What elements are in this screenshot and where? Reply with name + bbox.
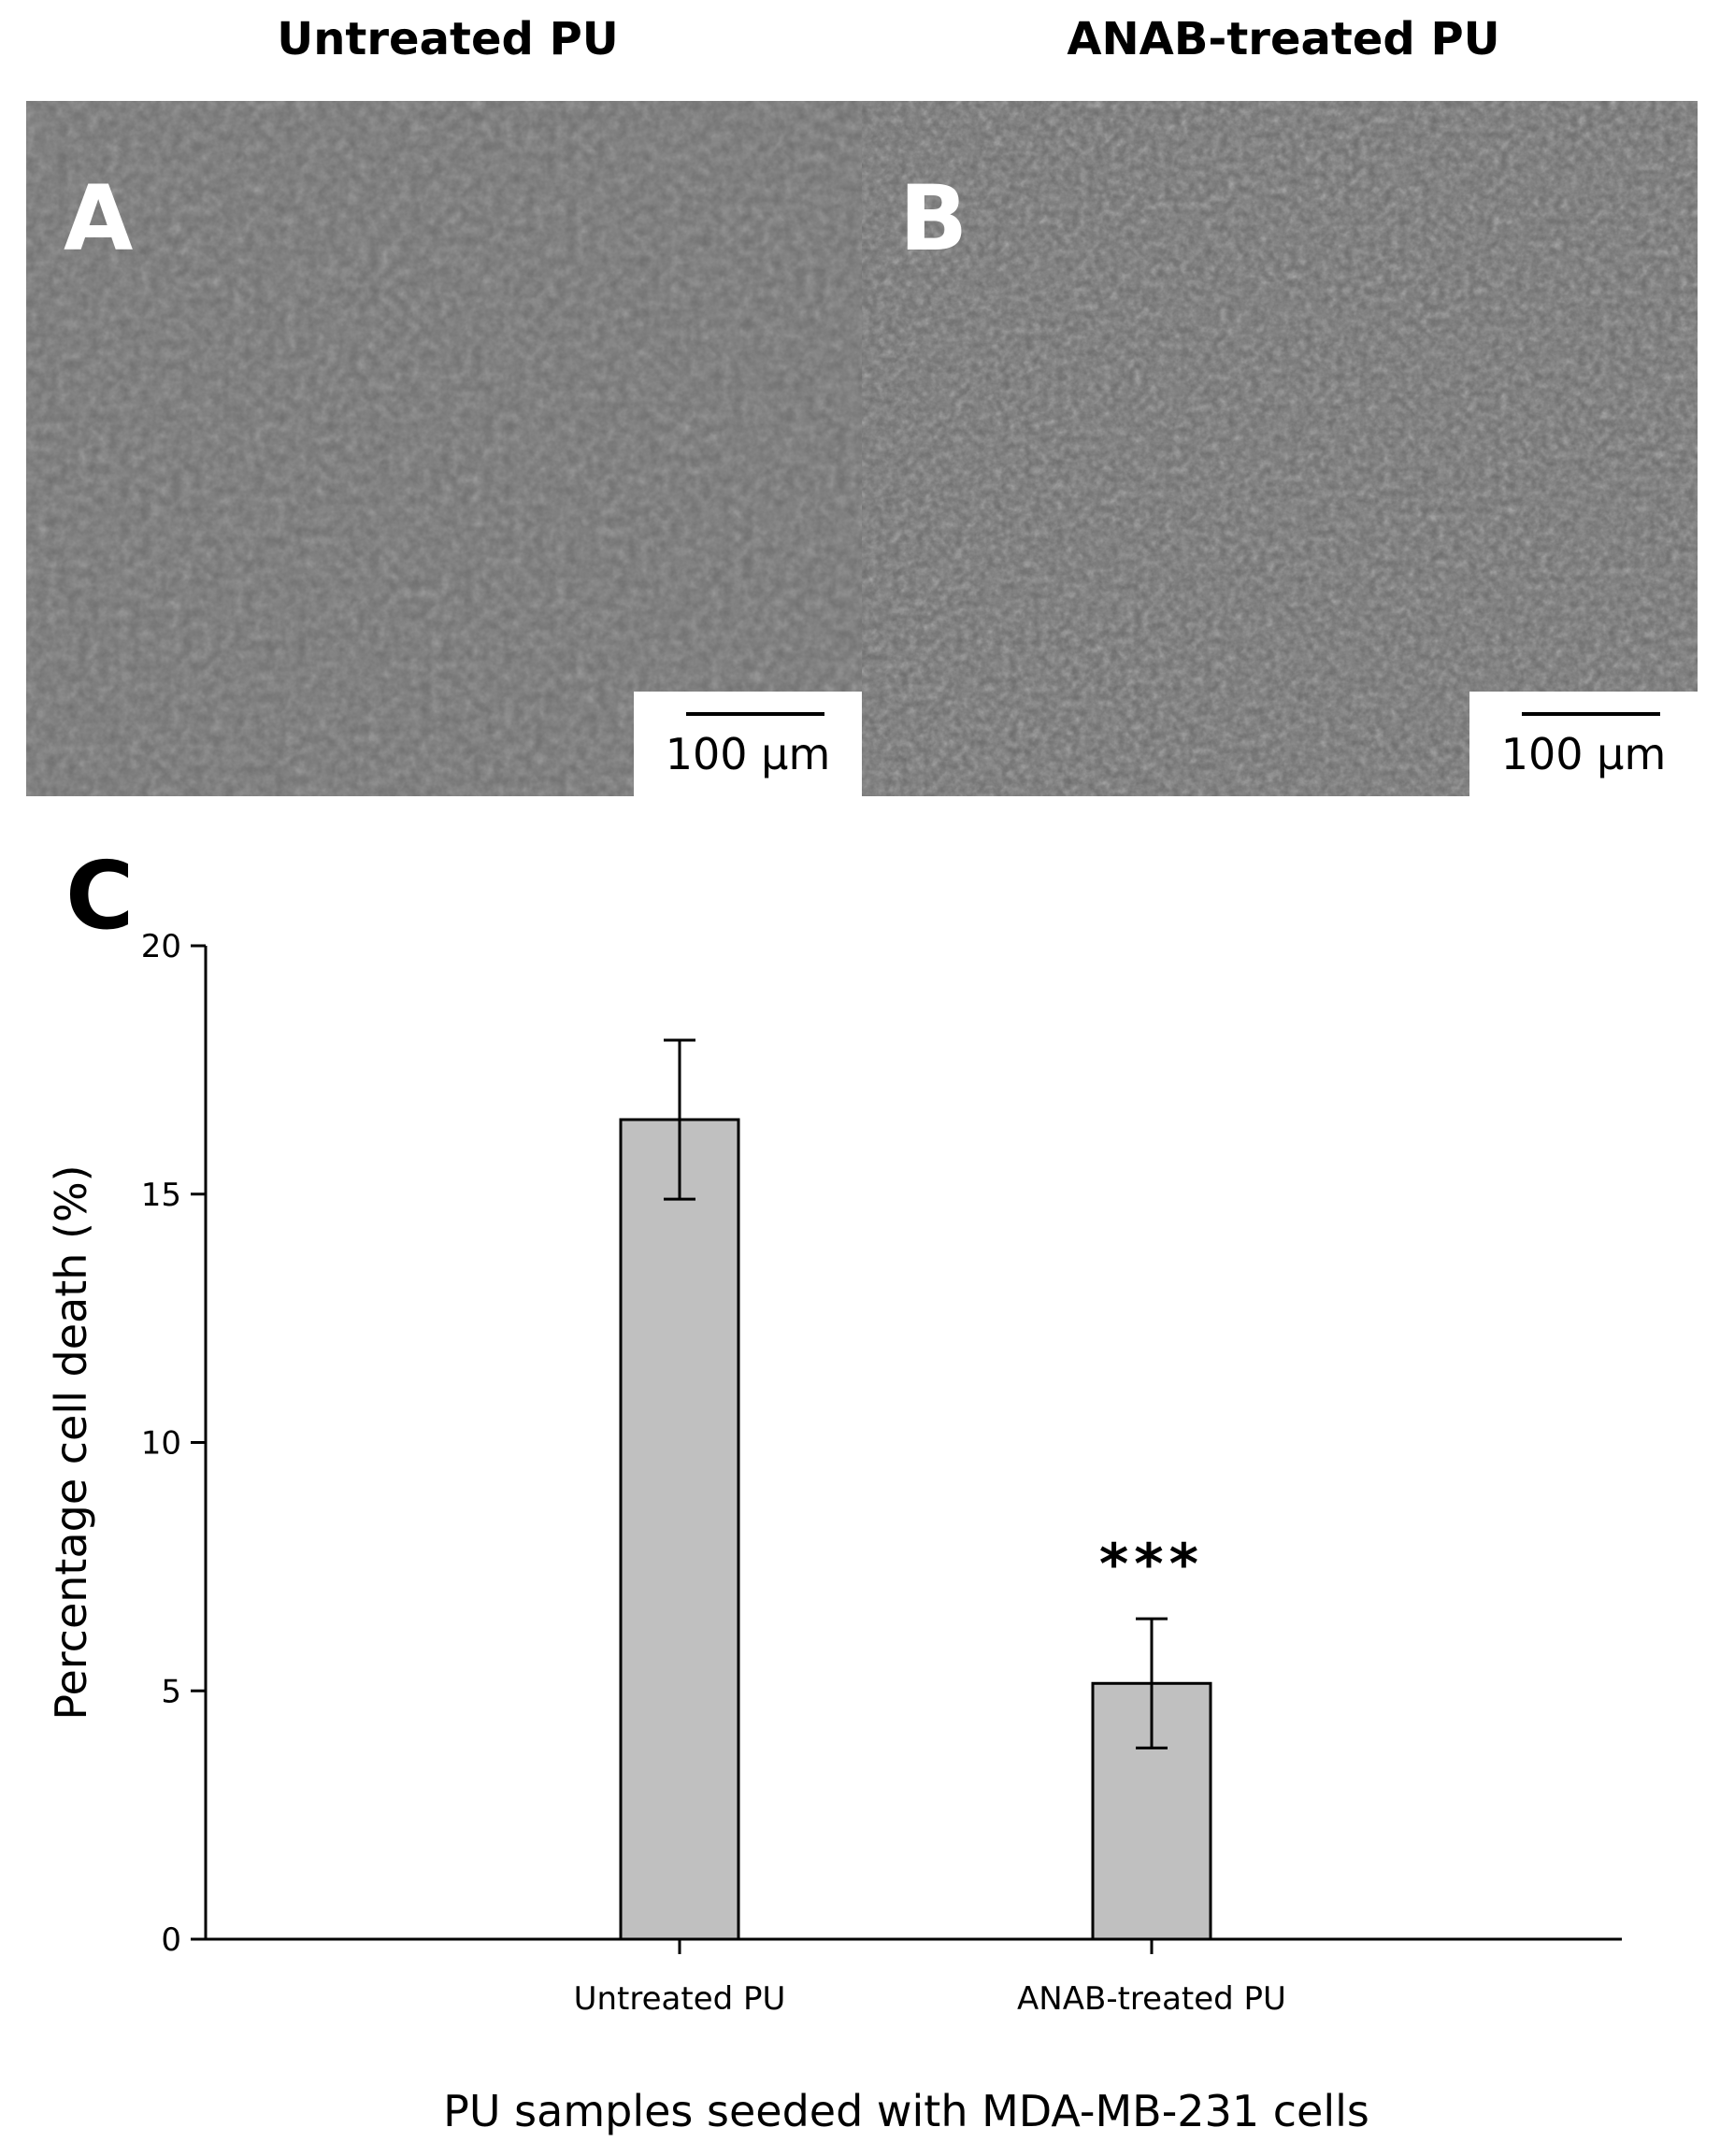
x-tick-label: ANAB-treated PU [1017,1980,1286,2018]
x-tick-label: Untreated PU [574,1980,786,2018]
y-tick-label: 20 [141,928,181,965]
scale-label-a: 100 µm [665,729,831,779]
chart-marks: *** [619,1038,1212,1941]
x-axis-label: PU samples seeded with MDA-MB-231 cells [443,2086,1369,2136]
significance-marker: *** [1099,1532,1204,1597]
scale-bar-b [1522,712,1660,716]
scale-box-a: 100 µm [634,692,862,796]
panel-a-title: Untreated PU [277,13,619,65]
scale-label-b: 100 µm [1500,729,1667,779]
micrograph-a: A 100 µm [26,101,862,796]
y-tick-label: 0 [161,1921,181,1959]
scale-bar-a [686,712,824,716]
y-axis-label: Percentage cell death (%) [46,1164,96,1720]
micrograph-b: B 100 µm [862,101,1698,796]
micrograph-a-image [26,101,862,796]
panel-b-title: ANAB-treated PU [1067,13,1500,65]
y-tick-label: 15 [141,1177,181,1214]
chart-axes: 0 5 10 15 20 Untreated PU ANAB-treated PU [141,928,1622,2018]
y-tick-label: 10 [141,1425,181,1463]
panel-a-letter: A [64,166,134,271]
panel-c-letter: C [65,841,135,950]
bar-1 [619,1118,740,1941]
y-tick-label: 5 [161,1673,181,1710]
micrograph-b-image [862,101,1698,796]
panel-b-letter: B [899,166,968,271]
scale-box-b: 100 µm [1469,692,1698,796]
